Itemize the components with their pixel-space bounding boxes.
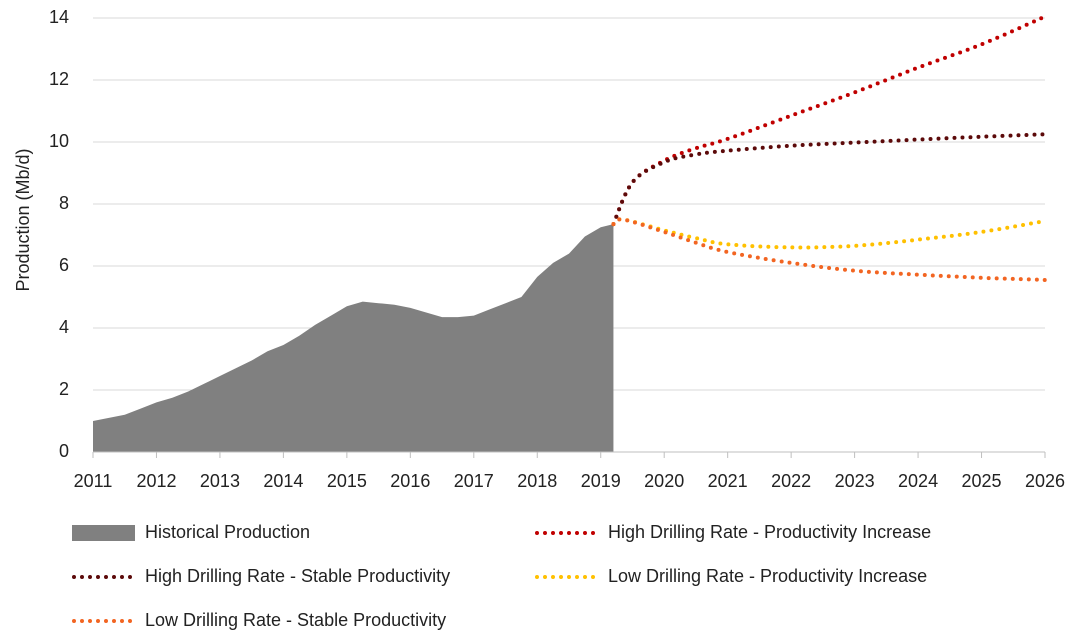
x-tick-label: 2011 — [74, 471, 113, 491]
x-tick-label: 2022 — [771, 471, 811, 491]
line — [611, 217, 1047, 250]
legend-label: Low Drilling Rate - Stable Productivity — [145, 610, 446, 630]
legend-label: Historical Production — [145, 522, 310, 542]
y-tick-label: 12 — [49, 69, 69, 89]
x-tick-label: 2026 — [1025, 471, 1065, 491]
y-tick-label: 14 — [49, 7, 69, 27]
x-tick-label: 2012 — [136, 471, 176, 491]
legend-label: Low Drilling Rate - Productivity Increas… — [608, 566, 927, 586]
x-tick-label: 2015 — [327, 471, 367, 491]
x-tick-label: 2017 — [454, 471, 494, 491]
y-tick-label: 4 — [59, 317, 69, 337]
legend-label: High Drilling Rate - Productivity Increa… — [608, 522, 931, 542]
y-tick-label: 0 — [59, 441, 69, 461]
x-tick-label: 2025 — [962, 471, 1002, 491]
y-tick-label: 8 — [59, 193, 69, 213]
y-axis-label: Production (Mb/d) — [13, 148, 33, 291]
x-tick-label: 2021 — [708, 471, 748, 491]
line — [611, 16, 1044, 227]
y-tick-label: 10 — [49, 131, 69, 151]
line — [611, 217, 1047, 282]
legend-swatch — [72, 525, 135, 541]
y-tick-label: 2 — [59, 379, 69, 399]
line — [611, 132, 1047, 227]
x-tick-label: 2013 — [200, 471, 240, 491]
legend-label: High Drilling Rate - Stable Productivity — [145, 566, 450, 586]
x-tick-label: 2018 — [517, 471, 557, 491]
x-tick-label: 2020 — [644, 471, 684, 491]
x-tick-label: 2014 — [263, 471, 303, 491]
x-tick-label: 2024 — [898, 471, 938, 491]
x-tick-label: 2019 — [581, 471, 621, 491]
x-tick-label: 2023 — [835, 471, 875, 491]
x-tick-label: 2016 — [390, 471, 430, 491]
y-tick-label: 6 — [59, 255, 69, 275]
area — [93, 224, 614, 452]
